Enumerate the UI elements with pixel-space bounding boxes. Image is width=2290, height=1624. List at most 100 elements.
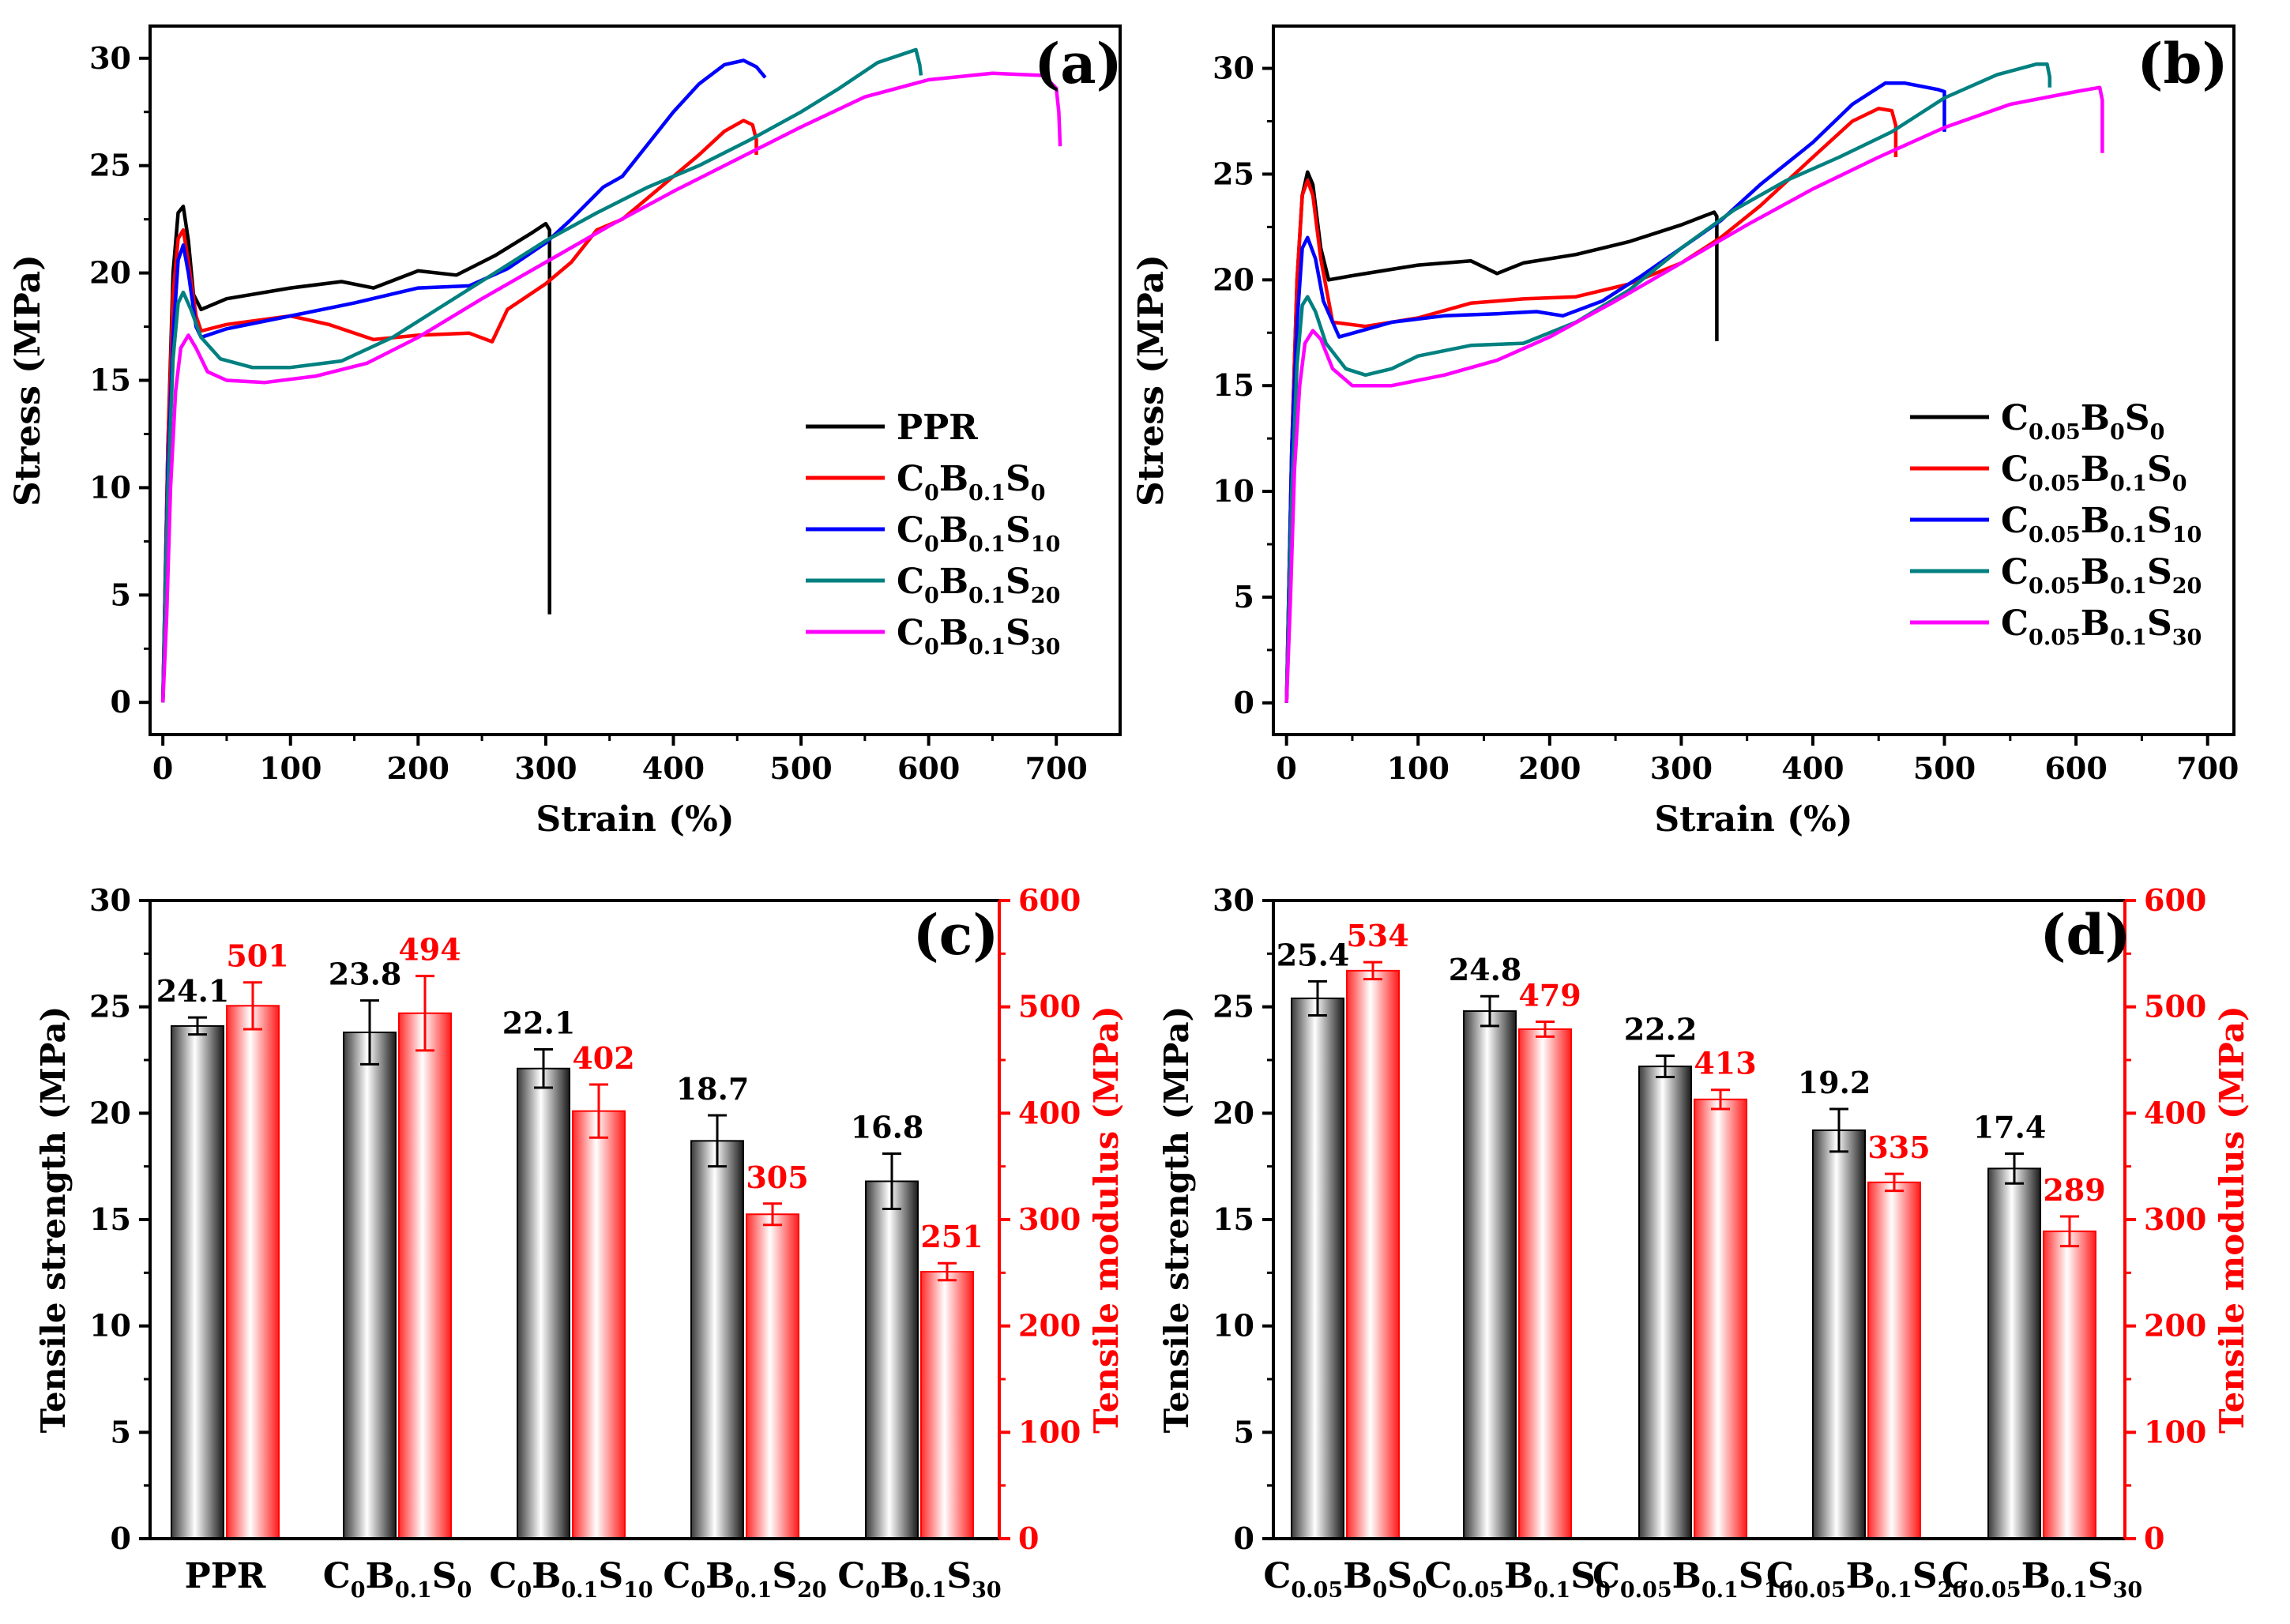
y-tick-label: 20 (1213, 1095, 1254, 1130)
label-part: B (939, 562, 968, 602)
y-tick-label: 0 (111, 684, 131, 720)
data-label: 335 (1867, 1130, 1930, 1165)
data-label: 17.4 (1973, 1110, 2047, 1145)
bar (2043, 1230, 2096, 1540)
panel-d: 25.4 24.8 22.2 19.2 17.4 534 479 413 335 289 0 5 10 1… (1157, 882, 2251, 1603)
x-tick-label: 500 (769, 750, 832, 786)
label-part: B (1504, 1556, 1533, 1596)
label-part: 0 (517, 1578, 532, 1603)
bar (1346, 969, 1400, 1539)
bar (1638, 1066, 1692, 1539)
label-part: B (939, 510, 968, 551)
label-part: 30 (2172, 626, 2202, 650)
label-part: 0 (2110, 420, 2125, 445)
label-part: C (897, 613, 924, 653)
label-part: S (1739, 1556, 1764, 1596)
label-part: 0.05 (2029, 574, 2081, 599)
label-part: C (1424, 1556, 1452, 1596)
series-line (160, 205, 551, 703)
label-part: C (489, 1556, 517, 1596)
x-axis-label: Strain (%) (536, 799, 734, 840)
label-part: 0.1 (395, 1578, 432, 1603)
label-part: 0 (924, 635, 939, 660)
label-part: S (1387, 1556, 1412, 1596)
y-tick-label: 0 (111, 1521, 131, 1556)
panel-b: 0 100 200 300 400 500 600 700051015202530Strain… (1131, 24, 2239, 840)
label-part: 0.05 (1969, 1578, 2021, 1603)
category-label: C0.05B0S0 (1263, 1556, 1427, 1603)
category-label: C0.05B0.1S10 (1592, 1556, 1793, 1603)
data-label: 289 (2043, 1172, 2105, 1208)
data-label: 24.8 (1449, 952, 1522, 987)
category-label: C0.05B0.1S30 (1942, 1556, 2142, 1603)
label-part: 0 (690, 1578, 705, 1603)
label-part: C (897, 562, 924, 602)
y2-tick-label: 300 (2144, 1201, 2206, 1237)
panel-a: 0 100 200 300 400 500 600 700051015202530Strain… (8, 24, 1122, 840)
data-label: 413 (1694, 1046, 1756, 1081)
label-part: PPR (185, 1556, 266, 1596)
label-part: B (2081, 501, 2110, 541)
y-tick-label: 30 (89, 40, 131, 76)
bar (171, 1024, 224, 1539)
label-part: 0.05 (2029, 420, 2081, 445)
y2-tick-label: 400 (1018, 1095, 1081, 1130)
x-tick-label: 600 (897, 750, 960, 786)
label-part: S (2125, 398, 2150, 438)
label-part: 0.05 (2029, 472, 2081, 496)
data-label: 19.2 (1798, 1065, 1871, 1100)
bar (865, 1180, 919, 1540)
label-part: C (2001, 603, 2029, 644)
label-part: 0.1 (968, 635, 1006, 660)
y2-tick-label: 100 (2144, 1414, 2206, 1449)
bar (690, 1140, 744, 1539)
panel-label: (d) (2040, 902, 2130, 968)
label-part: C (663, 1556, 690, 1596)
y2-tick-label: 0 (2144, 1521, 2164, 1556)
x-tick-label: 200 (1518, 750, 1581, 786)
plot-frame (1272, 24, 2235, 736)
y-tick-label: 30 (1213, 51, 1254, 86)
label-part: C (897, 510, 924, 551)
label-part: 0 (2150, 420, 2165, 445)
legend-label: C0B0.1S10 (897, 510, 1060, 557)
label-part: B (880, 1556, 909, 1596)
series-line (160, 118, 758, 703)
legend-label: C0B0.1S0 (897, 459, 1046, 506)
label-part: 10 (1764, 1578, 1794, 1603)
label-part: 0.1 (735, 1578, 772, 1603)
y-tick-label: 20 (89, 255, 131, 291)
label-part: 0.1 (1702, 1578, 1739, 1603)
y-tick-label: 25 (89, 148, 131, 183)
x-tick-label: 500 (1913, 750, 1976, 786)
y-tick-label: 0 (1234, 685, 1254, 720)
label-part: 0.05 (1794, 1578, 1846, 1603)
y-axis-label: Stress (MPa) (1131, 254, 1171, 506)
y-tick-label: 15 (89, 363, 131, 398)
label-part: C (897, 459, 924, 499)
label-part: 0 (924, 532, 939, 557)
label-part: C (1766, 1556, 1794, 1596)
label-part: B (2081, 552, 2110, 592)
y-tick-label: 10 (1213, 473, 1254, 509)
data-label: 479 (1518, 978, 1581, 1013)
panel-label: (b) (2137, 31, 2228, 96)
category-label: PPR (185, 1556, 266, 1596)
label-part: 0 (865, 1578, 880, 1603)
label-part: S (1006, 613, 1031, 653)
y2-axis-label: Tensile modulus (MPa) (1087, 1006, 1126, 1434)
label-part: 0 (2172, 472, 2187, 496)
data-label: 25.4 (1277, 937, 1350, 972)
panel-label: (c) (913, 902, 999, 968)
y-tick-label: 10 (89, 469, 131, 505)
label-part: S (2147, 501, 2172, 541)
label-part: 0.1 (561, 1578, 598, 1603)
label-part: 30 (2113, 1578, 2143, 1603)
label-part: 0.05 (2029, 523, 2081, 547)
data-label: 22.2 (1624, 1012, 1698, 1047)
label-part: C (1942, 1556, 1969, 1596)
label-part: 10 (2172, 523, 2202, 547)
y-axis-label: Stress (MPa) (8, 254, 48, 506)
label-part: 0.1 (968, 532, 1006, 557)
data-label: 305 (746, 1160, 808, 1195)
